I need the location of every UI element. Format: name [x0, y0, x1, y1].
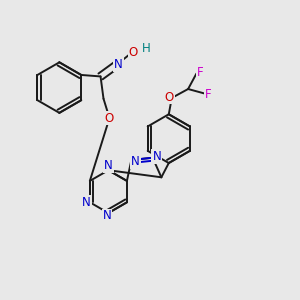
Text: H: H	[142, 42, 150, 55]
Text: N: N	[103, 209, 111, 223]
Text: N: N	[82, 196, 91, 209]
Text: O: O	[105, 112, 114, 124]
Text: F: F	[205, 88, 211, 101]
Text: N: N	[104, 159, 113, 172]
Text: O: O	[129, 46, 138, 59]
Text: F: F	[197, 66, 203, 79]
Text: N: N	[152, 150, 161, 163]
Text: O: O	[165, 91, 174, 103]
Text: N: N	[131, 155, 140, 168]
Text: N: N	[114, 58, 123, 71]
